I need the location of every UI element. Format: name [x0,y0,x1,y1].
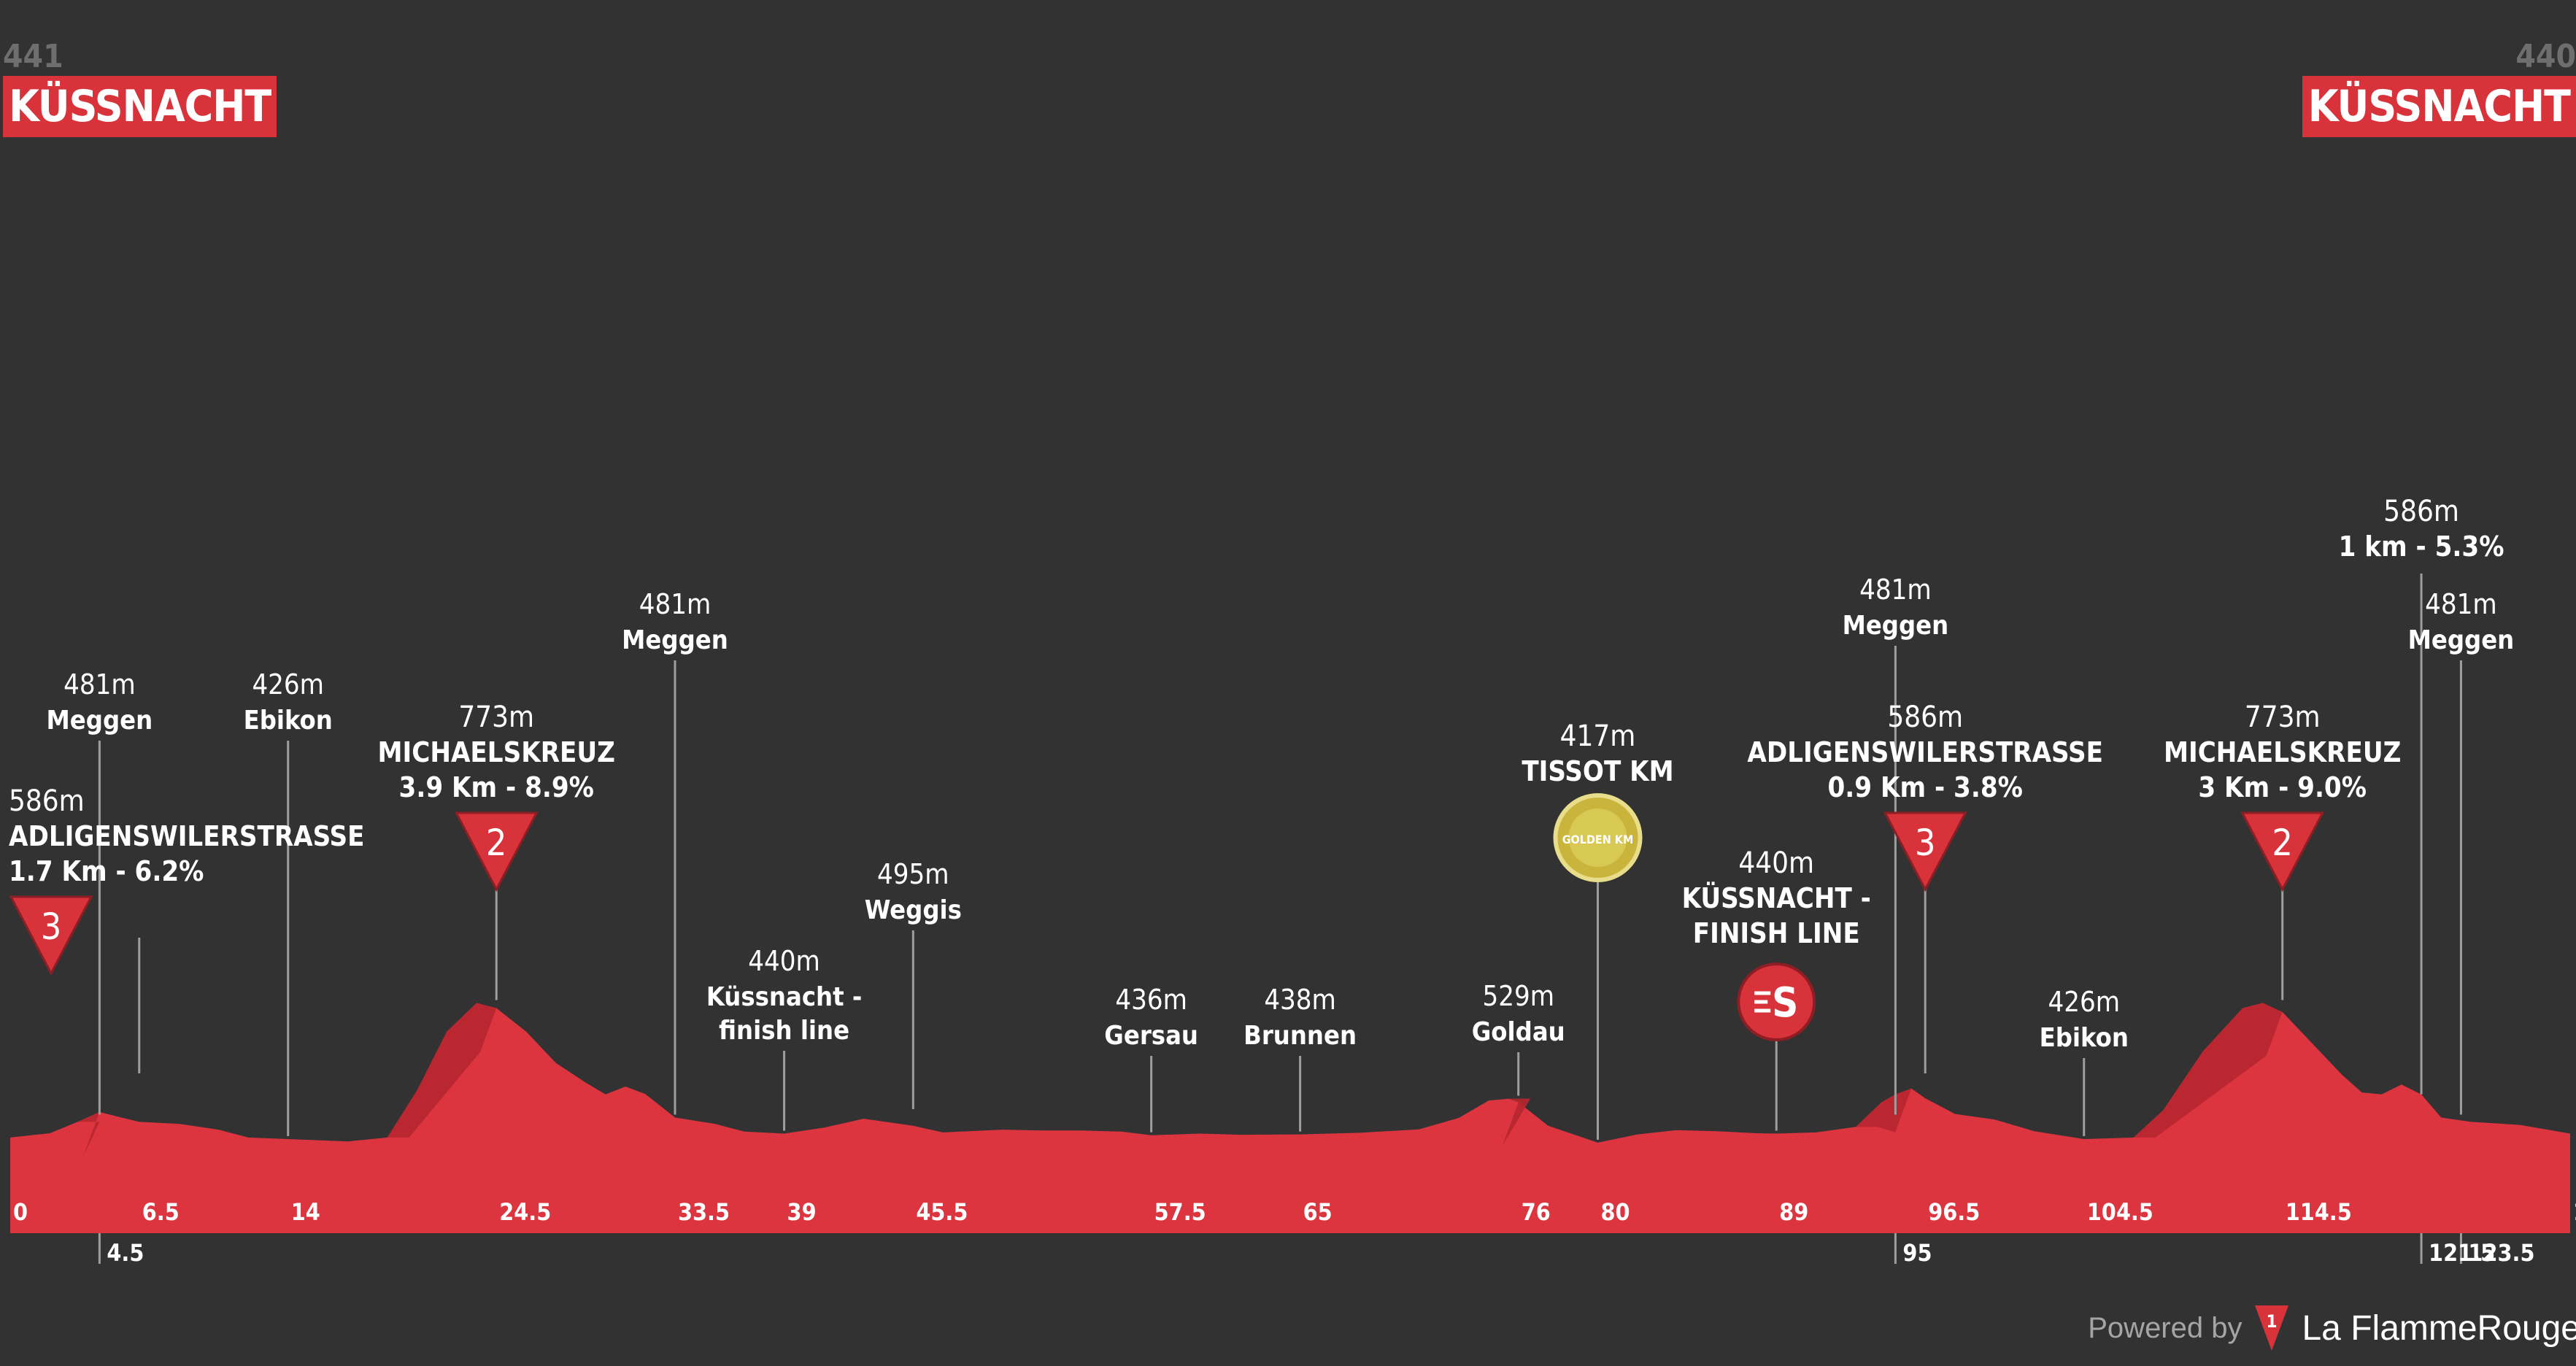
x-tick-label: 57.5 [1154,1198,1206,1226]
bonus-altitude: 440m [1738,846,1814,880]
climb-name: MICHAELSKREUZ [378,736,615,768]
category-3-climb-icon [1883,811,1967,892]
waypoint-name: Meggen [622,625,728,655]
profile-area [10,1003,2570,1233]
category-2-climb-icon [454,811,539,892]
climb-shade-4 [1856,1088,1912,1132]
waypoint-altitude: 426m [2048,986,2120,1018]
x-tick-label: 24.5 [499,1198,551,1226]
climb-stats: 0.9 Km - 3.8% [1828,771,2023,803]
flamme-rouge-logo-icon: 1 [2255,1305,2289,1351]
climb-altitude: 586m [1887,701,1963,734]
waypoint-name: Brunnen [1243,1021,1357,1051]
x-tick-label: 89 [1779,1198,1808,1226]
climb-name: ADLIGENSWILERSTRASSE [1747,736,2103,768]
x-tick-label: 65 [1303,1198,1333,1226]
climb-shade-1 [77,1111,100,1156]
powered-by-text: Powered by [2088,1311,2243,1344]
waypoint-altitude: 481m [2425,588,2497,620]
sprint-icon [1737,962,1816,1041]
climb-name: ADLIGENSWILERSTRASSE [9,820,365,852]
waypoint-altitude: 481m [63,668,136,701]
x-tick-label: 121.5 [2429,1239,2495,1267]
x-tick-label: 0 [13,1198,28,1226]
x-tick-label: 76 [1522,1198,1551,1226]
waypoint-name: Meggen [1843,611,1949,641]
waypoint-altitude: 438m [1264,984,1336,1016]
sprint-letter: S [1772,979,1798,1027]
waypoint-altitude: 440m [748,945,820,977]
powered-by-footer: Powered by 1 La FlammeRouge [2088,1300,2576,1356]
climb-shade-3 [1502,1098,1531,1146]
waypoint-name: Ebikon [244,706,333,736]
climb-altitude: 773m [458,701,534,734]
waypoint-altitude: 529m [1482,980,1554,1012]
waypoint-altitude: 495m [877,858,949,890]
bonus-name: KÜSSNACHT - [1682,882,1871,914]
climb-category: 3 [1915,822,1936,864]
bonus-name: TISSOT KM [1522,755,1673,787]
category-3-climb-icon [9,895,93,976]
waypoint-name: Meggen [47,706,153,736]
x-tick-label: 114.5 [2286,1198,2352,1226]
waypoint-altitude: 436m [1115,984,1187,1016]
golden-km-badge: GOLDEN KM [1562,833,1634,846]
start-location: 441 KÜSSNACHT [3,38,277,137]
waypoint-name: Goldau [1472,1017,1565,1047]
waypoint-name: Küssnacht - [706,982,862,1012]
x-tick-label: 80 [1601,1198,1630,1226]
climb-category: 3 [41,906,62,948]
x-tick-label: 96.5 [1928,1198,1980,1226]
waypoint-altitude: 426m [252,668,324,701]
climb-name: MICHAELSKREUZ [2164,736,2401,768]
golden-km-inner [1568,809,1627,867]
climb-stats: 1.7 Km - 6.2% [9,855,204,887]
climb-altitude: 773m [2245,701,2321,734]
x-tick-label: 104.5 [2087,1198,2153,1226]
start-name: KÜSSNACHT [3,76,277,137]
waypoint-name: Gersau [1104,1021,1198,1051]
waypoint-name: finish line [719,1016,849,1046]
waypoint-name: Ebikon [2040,1023,2129,1053]
summit-stats: 1 km - 5.3% [2339,530,2504,563]
finish-name: KÜSSNACHT [2302,76,2576,137]
climb-shade-2 [387,1003,497,1138]
waypoint-name: Meggen [2408,625,2515,655]
climb-stats: 3 Km - 9.0% [2198,771,2367,803]
waypoint-name: Weggis [865,895,962,925]
category-2-climb-icon [2240,811,2325,892]
climb-altitude: 586m [9,784,85,818]
x-tick-label: 33.5 [678,1198,730,1226]
x-tick-label: 45.5 [916,1198,968,1226]
waypoint-altitude: 481m [639,588,712,620]
svg-text:1: 1 [2267,1311,2278,1332]
climb-category: 2 [2272,822,2293,864]
finish-location: 440 KÜSSNACHT [2302,38,2576,137]
x-tick-label: 123.5 [2468,1239,2534,1267]
x-tick-label: 6.5 [142,1198,180,1226]
x-tick-label: 129 [2573,1198,2576,1226]
waypoint-altitude: 481m [1859,574,1932,606]
x-tick-label: 14 [291,1198,320,1226]
x-tick-label: 4.5 [107,1239,144,1267]
finish-altitude: 440 [2515,38,2576,75]
bonus-altitude: 417m [1560,719,1636,753]
brand-name[interactable]: La FlammeRouge [2302,1308,2576,1348]
start-altitude: 441 [3,38,63,75]
climb-stats: 3.9 Km - 8.9% [399,771,594,803]
x-tick-label: 95 [1902,1239,1932,1267]
bonus-name: FINISH LINE [1693,917,1860,949]
sprint-speed-lines [1754,991,1771,1013]
x-tick-label: 39 [787,1198,817,1226]
summit-altitude: 586m [2383,495,2459,528]
climb-category: 2 [486,822,507,864]
climb-shade-5 [2133,1003,2283,1138]
